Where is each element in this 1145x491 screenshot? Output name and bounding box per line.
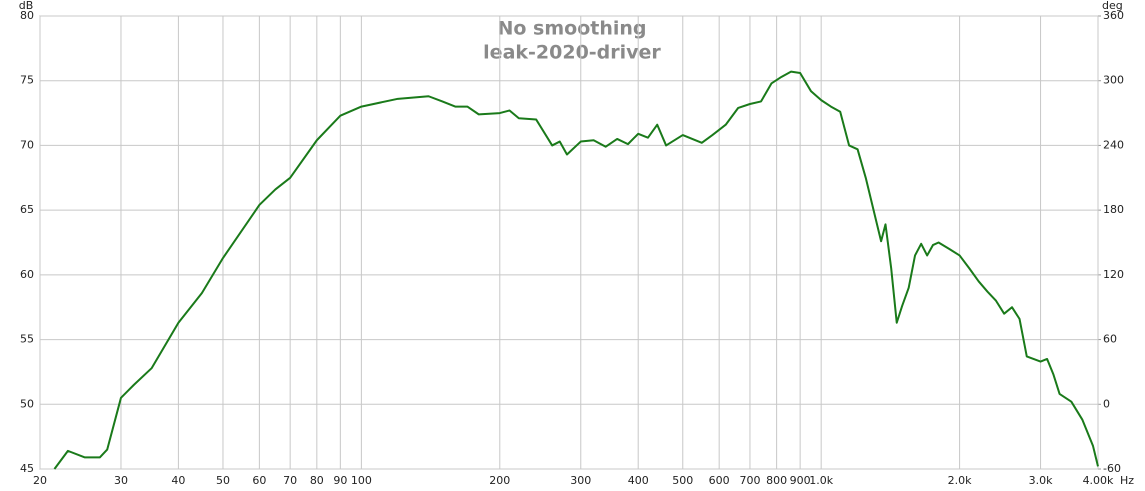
y2-tick-label: 240 <box>1103 138 1124 151</box>
x-tick-label: 2.0k <box>948 474 972 487</box>
x-tick-label: 60 <box>252 474 266 487</box>
x-tick-label: 50 <box>216 474 230 487</box>
x-tick-label: 900 <box>790 474 811 487</box>
x-tick-label: 400 <box>628 474 649 487</box>
x-tick-label: 100 <box>351 474 372 487</box>
x-tick-label: 200 <box>489 474 510 487</box>
x-tick-label: 70 <box>283 474 297 487</box>
y2-tick-label: 120 <box>1103 268 1124 281</box>
y2-tick-label: 300 <box>1103 74 1124 87</box>
x-tick-label: 600 <box>709 474 730 487</box>
y2-tick-label: 60 <box>1103 333 1117 346</box>
x-tick-label: 40 <box>171 474 185 487</box>
x-tick-label: 1.0k <box>809 474 833 487</box>
x-tick-label: 90 <box>333 474 347 487</box>
x-tick-label: 30 <box>114 474 128 487</box>
y-tick-label: 60 <box>20 268 34 281</box>
y2-tick-label: 360 <box>1103 9 1124 22</box>
y-tick-label: 70 <box>20 138 34 151</box>
x-tick-label: 20 <box>33 474 47 487</box>
y2-tick-label: 180 <box>1103 203 1124 216</box>
x-tick-label: 3.0k <box>1029 474 1053 487</box>
x-tick-label: 300 <box>570 474 591 487</box>
x-tick-label: 80 <box>310 474 324 487</box>
chart-subtitle: leak-2020-driver <box>483 42 661 64</box>
y-tick-label: 75 <box>20 74 34 87</box>
y2-tick-label: 0 <box>1103 397 1110 410</box>
x-tick-label: 700 <box>739 474 760 487</box>
y2-axis-label: deg <box>1102 0 1123 12</box>
x-tick-label: 500 <box>672 474 693 487</box>
y-tick-label: 45 <box>20 462 34 475</box>
x-axis-label: Hz <box>1120 474 1134 487</box>
chart-title: No smoothing <box>497 18 646 40</box>
y-tick-label: 80 <box>20 9 34 22</box>
line-series <box>53 70 1099 470</box>
plot-area <box>39 15 1099 470</box>
y-tick-label: 65 <box>20 203 34 216</box>
y-axis-label: dB <box>19 0 34 12</box>
y2-tick-label: -60 <box>1103 462 1121 475</box>
y-tick-label: 50 <box>20 397 34 410</box>
x-tick-label: 4.00k <box>1083 474 1114 487</box>
y-tick-label: 55 <box>20 333 34 346</box>
x-tick-label: 800 <box>766 474 787 487</box>
